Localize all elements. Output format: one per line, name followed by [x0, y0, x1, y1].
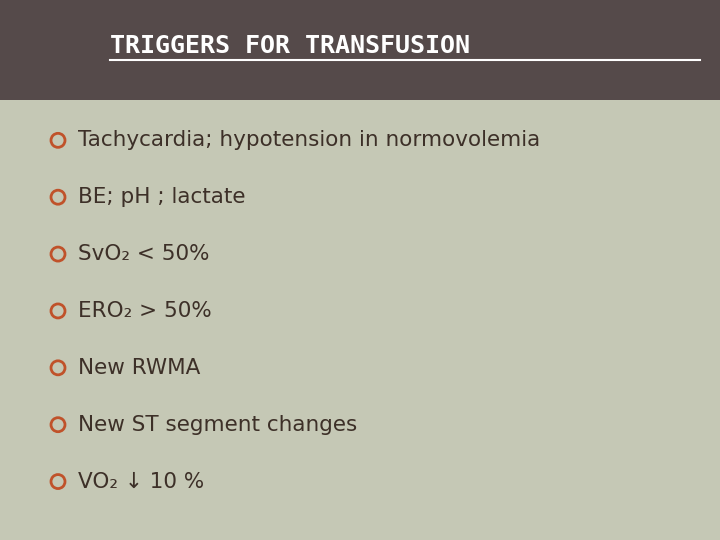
Text: ERO₂ > 50%: ERO₂ > 50% — [78, 301, 212, 321]
Text: TRIGGERS FOR TRANSFUSION: TRIGGERS FOR TRANSFUSION — [110, 34, 470, 58]
Bar — [0, 0, 720, 100]
Text: Tachycardia; hypotension in normovolemia: Tachycardia; hypotension in normovolemia — [78, 130, 540, 150]
Text: New RWMA: New RWMA — [78, 358, 200, 378]
Text: BE; pH ; lactate: BE; pH ; lactate — [78, 187, 246, 207]
Text: SvO₂ < 50%: SvO₂ < 50% — [78, 244, 210, 264]
Text: VO₂ ↓ 10 %: VO₂ ↓ 10 % — [78, 471, 204, 491]
Text: New ST segment changes: New ST segment changes — [78, 415, 357, 435]
